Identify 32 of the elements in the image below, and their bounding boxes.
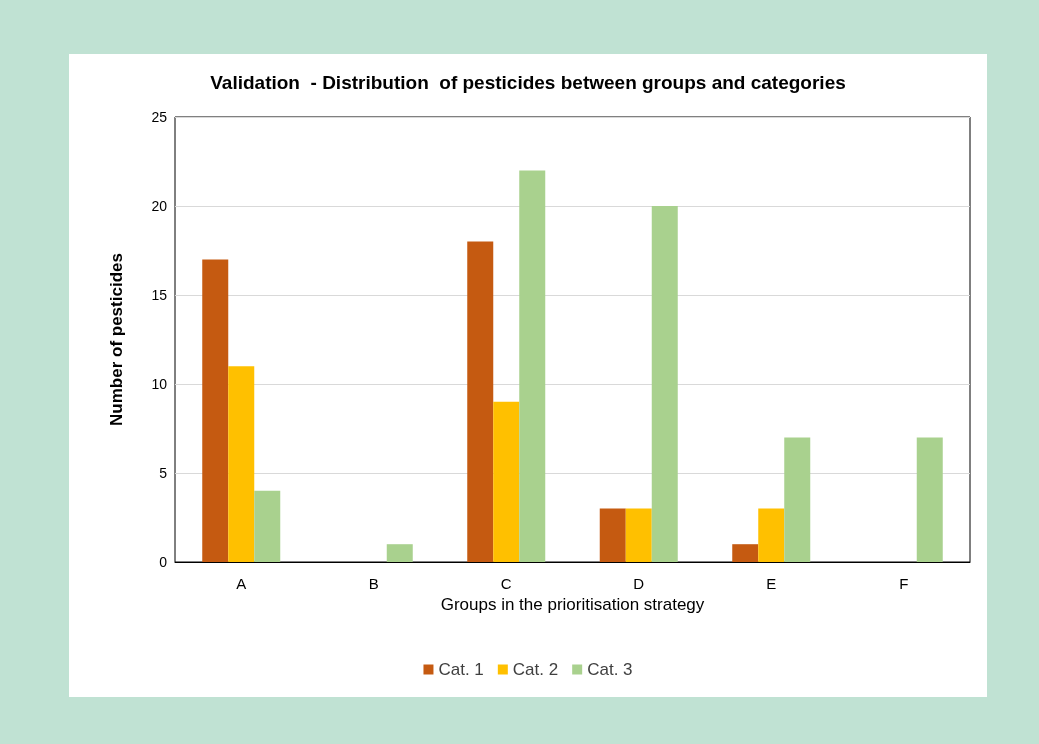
x-tick-label: E bbox=[766, 575, 777, 592]
y-tick-label: 5 bbox=[159, 465, 168, 481]
bar bbox=[916, 437, 943, 562]
legend-label: Cat. 2 bbox=[512, 660, 559, 679]
chart-title: Validation - Distribution of pesticides between groups and categories bbox=[210, 72, 846, 93]
bar bbox=[493, 401, 520, 562]
bar bbox=[625, 508, 652, 562]
x-axis-title: Groups in the prioritisation strategy bbox=[440, 594, 705, 614]
x-tick-label: F bbox=[899, 575, 909, 592]
x-tick-label: B bbox=[368, 575, 379, 592]
bar bbox=[758, 508, 785, 562]
bar bbox=[651, 206, 678, 562]
y-tick-label: 25 bbox=[151, 109, 168, 125]
y-tick-label: 20 bbox=[151, 198, 168, 214]
bar bbox=[386, 544, 413, 562]
y-tick-label: 10 bbox=[151, 376, 168, 392]
x-tick-label: C bbox=[500, 575, 512, 592]
x-tick-label: A bbox=[236, 575, 247, 592]
bar bbox=[519, 170, 546, 562]
bar bbox=[467, 241, 494, 562]
bar bbox=[599, 508, 626, 562]
y-tick-label: 0 bbox=[159, 554, 168, 570]
x-tick-label: D bbox=[633, 575, 645, 592]
bar bbox=[254, 490, 281, 562]
y-axis-title: Number of pesticides bbox=[107, 253, 126, 426]
bar bbox=[784, 437, 811, 562]
bar bbox=[202, 259, 229, 562]
bar bbox=[732, 544, 759, 562]
legend-label: Cat. 3 bbox=[587, 660, 633, 679]
legend-label: Cat. 1 bbox=[438, 660, 484, 679]
y-tick-label: 15 bbox=[151, 287, 168, 303]
bar bbox=[228, 366, 255, 562]
